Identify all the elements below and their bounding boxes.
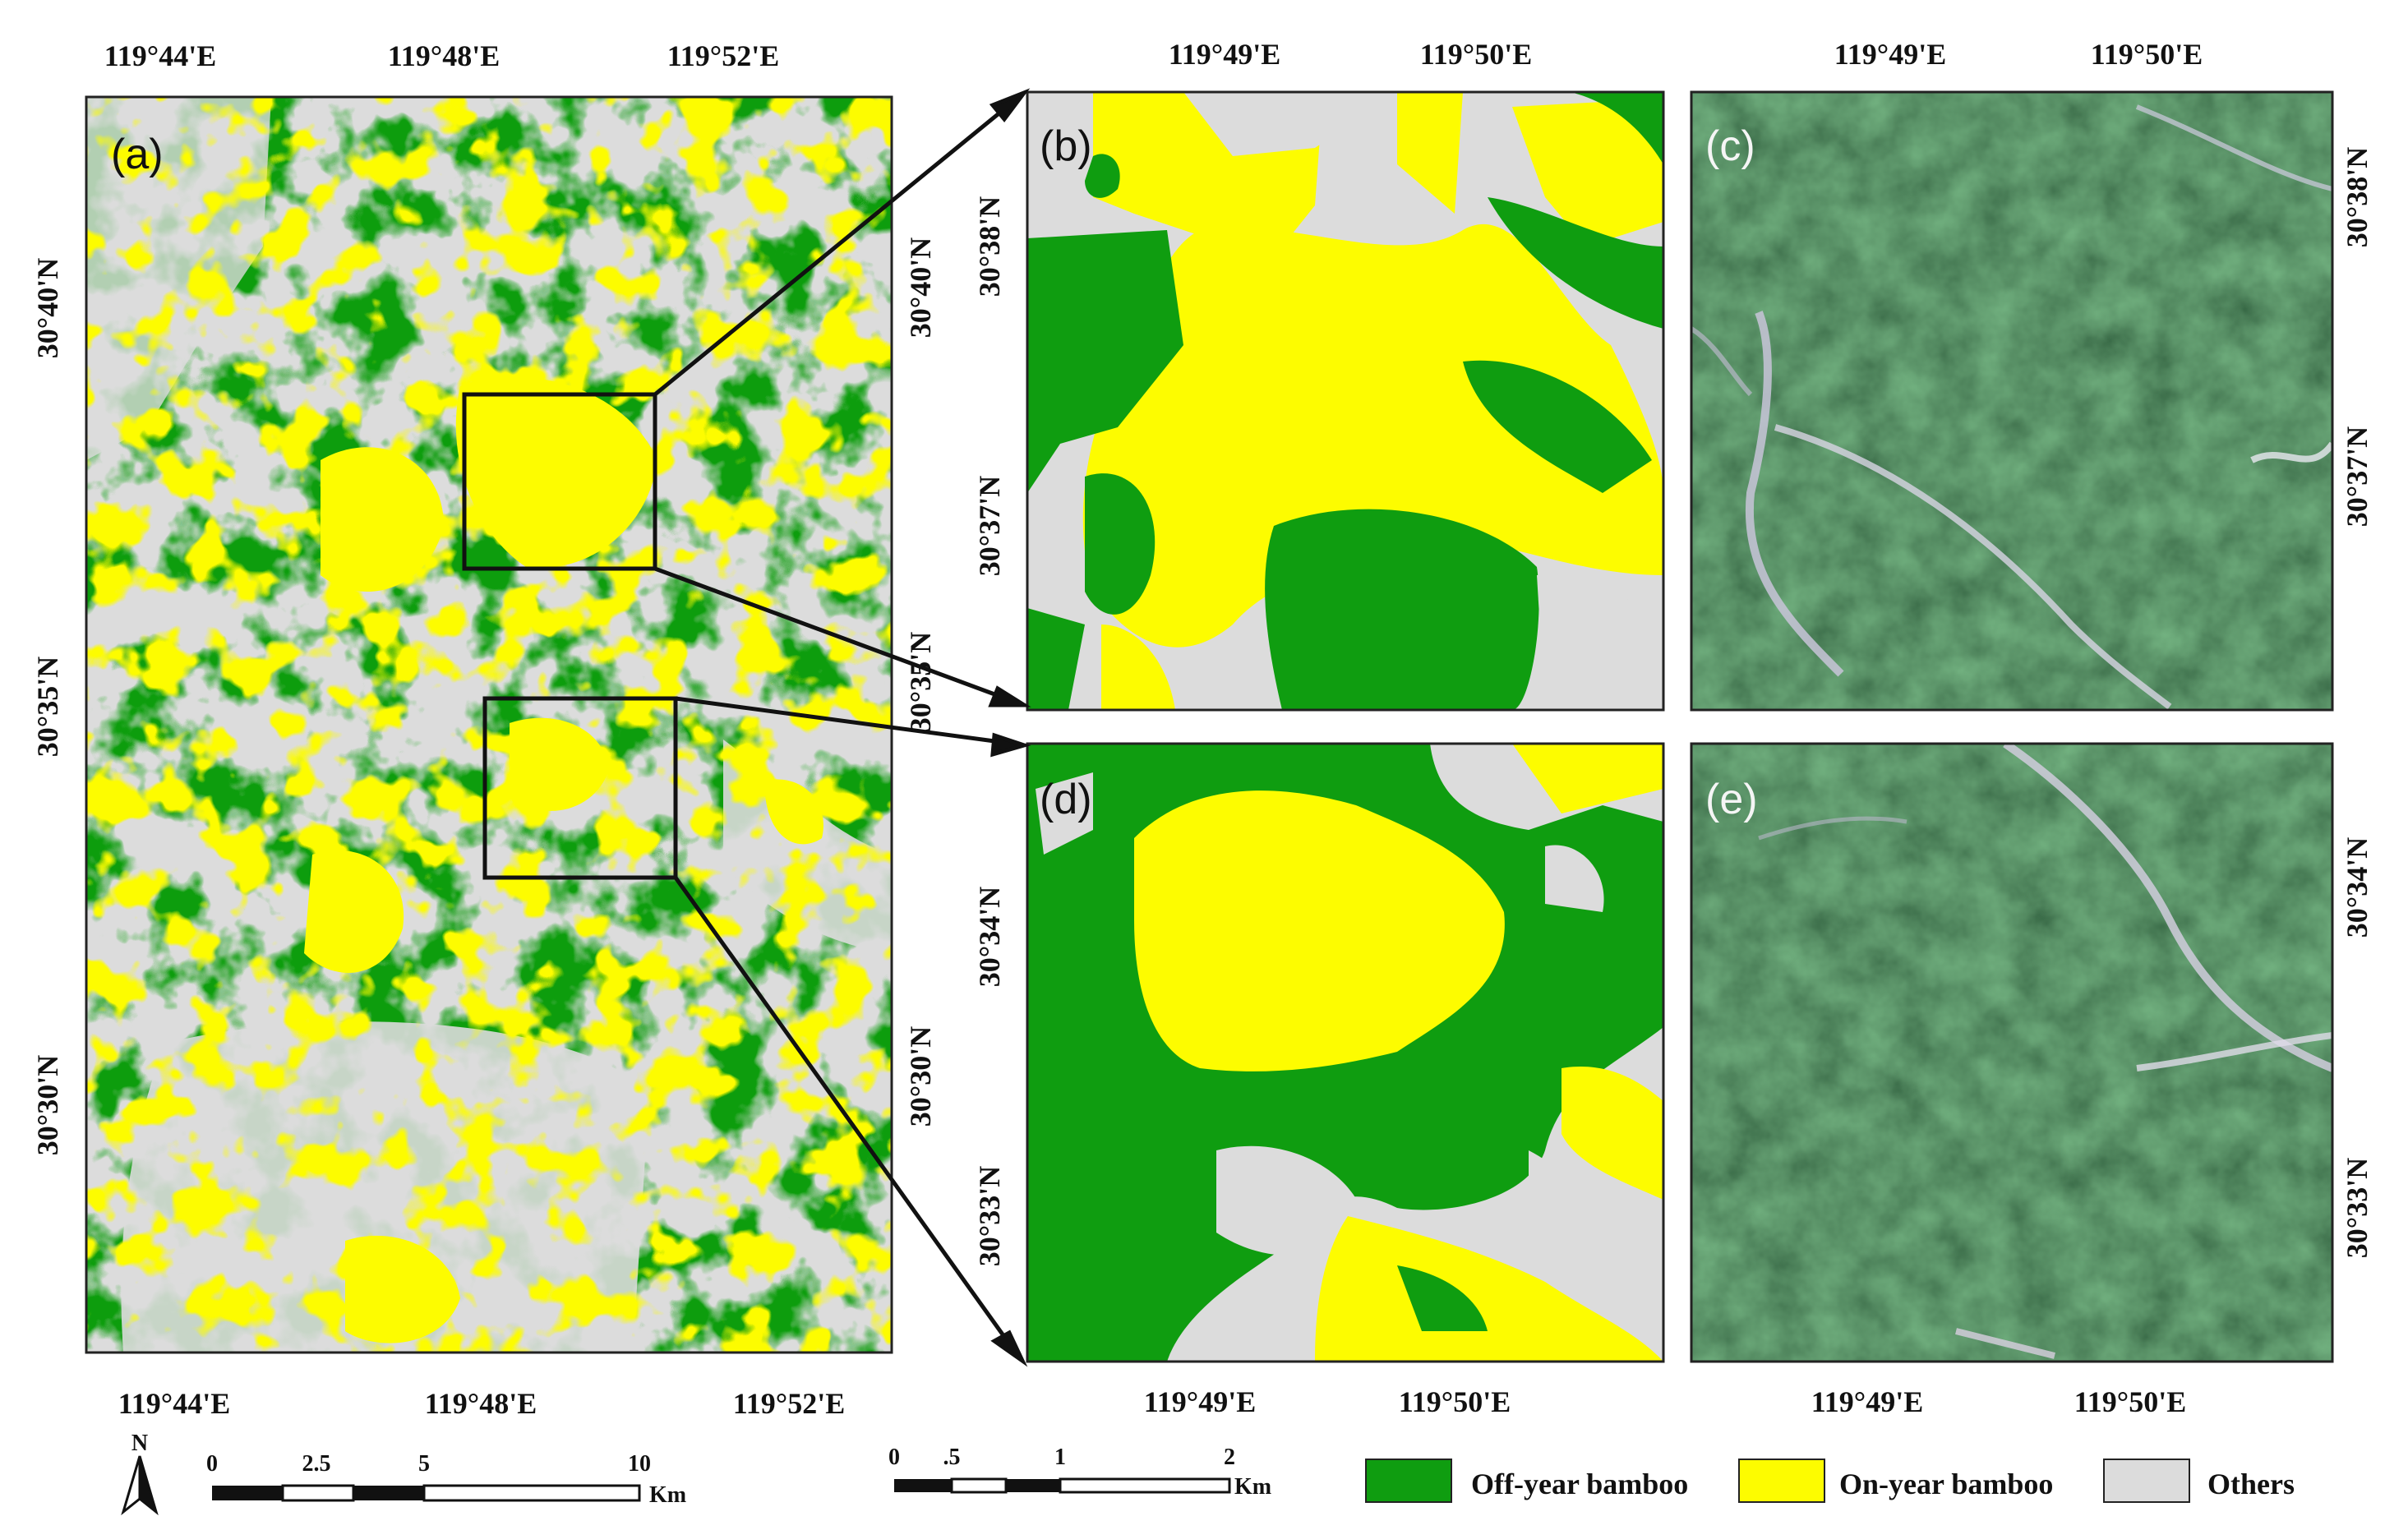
b-top-tick-1: 119°49'E (1169, 38, 1280, 71)
inset-box-b (462, 392, 657, 571)
panel-d-label: (d) (1040, 776, 1092, 823)
a-right-tick-1: 30°40'N (904, 237, 937, 338)
north-label: N (131, 1431, 148, 1456)
d-bottom-tick-1: 119°49'E (1144, 1385, 1256, 1418)
scale-a-label-3: 10 (628, 1451, 651, 1477)
e-right-tick-2: 30°33'N (2341, 1158, 2373, 1258)
scale-a-label-0: 0 (206, 1451, 218, 1477)
panel-a-ticks: 119°44'E 119°48'E 119°52'E 119°44'E 119°… (31, 39, 937, 1420)
legend: Off-year bamboo On-year bamboo Others (1365, 1459, 2295, 1503)
scale-b-label-0: 0 (888, 1445, 900, 1470)
scale-bar-inset: 0 .5 1 2 Km (888, 1445, 1271, 1500)
a-top-tick-3: 119°52'E (667, 39, 779, 72)
north-arrow-icon: N (121, 1431, 159, 1516)
panel-e-frame (1690, 742, 2334, 1363)
inset-box-d (482, 696, 678, 880)
legend-label-others: Others (2207, 1468, 2295, 1500)
scale-b-label-1: .5 (943, 1445, 961, 1470)
legend-swatch-others (2103, 1459, 2190, 1503)
panel-b-frame (1026, 90, 1665, 712)
panel-b-map: (b) (1026, 90, 1665, 712)
legend-swatch-on-year (1738, 1459, 1825, 1503)
legend-swatch-off-year (1365, 1459, 1452, 1503)
panel-a-label: (a) (111, 131, 164, 178)
panel-c-satellite: (c) (1690, 90, 2334, 712)
panel-a-map: (a) (85, 95, 893, 1354)
panel-e-ticks: 119°49'E 119°50'E 30°34'N 30°33'N (1811, 837, 2373, 1418)
b-top-tick-2: 119°50'E (1420, 38, 1532, 71)
a-left-tick-3: 30°30'N (31, 1055, 64, 1155)
panel-d-ticks: 119°49'E 119°50'E 30°34'N 30°33'N (973, 887, 1511, 1418)
panel-a-on-year-texture (86, 97, 892, 1353)
panel-c-ticks: 119°49'E 119°50'E 30°38'N 30°37'N (1834, 38, 2373, 527)
d-left-tick-1: 30°34'N (973, 887, 1006, 987)
panel-c-label: (c) (1705, 122, 1755, 170)
legend-label-on-year: On-year bamboo (1839, 1468, 2053, 1500)
panel-b-label: (b) (1040, 122, 1092, 170)
c-top-tick-2: 119°50'E (2091, 38, 2203, 71)
inset-connector-arrows (653, 88, 1031, 1367)
c-top-tick-1: 119°49'E (1834, 38, 1946, 71)
panel-a-frame (85, 95, 893, 1354)
panel-b-ticks: 119°49'E 119°50'E 30°38'N 30°37'N (973, 38, 1532, 576)
scale-a-label-1: 2.5 (302, 1451, 331, 1477)
scale-b-unit: Km (1234, 1474, 1271, 1500)
scale-b-label-2: 1 (1054, 1445, 1066, 1470)
d-bottom-tick-2: 119°50'E (1399, 1385, 1511, 1418)
a-right-tick-3: 30°30'N (904, 1026, 937, 1127)
scale-bar-panel-a: 0 2.5 5 10 Km (206, 1451, 686, 1508)
e-right-tick-1: 30°34'N (2341, 837, 2373, 938)
e-bottom-tick-1: 119°49'E (1811, 1385, 1923, 1418)
scale-a-label-2: 5 (418, 1451, 430, 1477)
a-left-tick-2: 30°35'N (31, 657, 64, 757)
a-top-tick-1: 119°44'E (104, 39, 216, 72)
a-bottom-tick-2: 119°48'E (425, 1387, 537, 1420)
c-right-tick-1: 30°38'N (2341, 147, 2373, 247)
scale-a-unit: Km (649, 1482, 686, 1508)
e-bottom-tick-2: 119°50'E (2074, 1385, 2186, 1418)
panel-c-frame (1690, 90, 2334, 712)
legend-label-off-year: Off-year bamboo (1471, 1468, 1688, 1500)
panel-d-map: (d) (1026, 742, 1665, 1363)
a-bottom-tick-3: 119°52'E (733, 1387, 845, 1420)
panel-e-satellite: (e) (1690, 742, 2334, 1363)
scale-b-label-3: 2 (1224, 1445, 1235, 1470)
a-bottom-tick-1: 119°44'E (118, 1387, 230, 1420)
c-right-tick-2: 30°37'N (2341, 426, 2373, 527)
a-right-tick-2: 30°35'N (904, 632, 937, 732)
a-left-tick-1: 30°40'N (31, 258, 64, 358)
b-left-tick-2: 30°37'N (973, 476, 1006, 576)
panel-e-label: (e) (1705, 776, 1758, 823)
panel-d-frame (1026, 742, 1665, 1363)
b-left-tick-1: 30°38'N (973, 196, 1006, 297)
d-left-tick-2: 30°33'N (973, 1166, 1006, 1266)
a-top-tick-2: 119°48'E (388, 39, 500, 72)
